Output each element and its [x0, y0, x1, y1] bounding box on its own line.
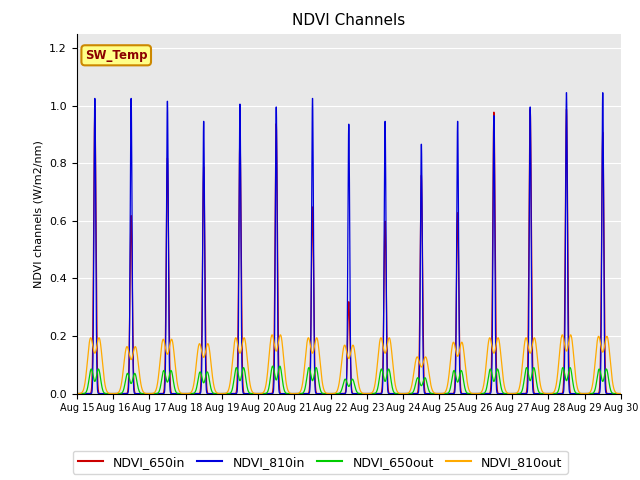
Legend: NDVI_650in, NDVI_810in, NDVI_650out, NDVI_810out: NDVI_650in, NDVI_810in, NDVI_650out, NDV…: [72, 451, 568, 474]
NDVI_650in: [617, 391, 625, 396]
Line: NDVI_810out: NDVI_810out: [77, 335, 621, 394]
NDVI_650in: [168, 390, 175, 396]
NDVI_650out: [327, 391, 335, 396]
NDVI_810in: [617, 391, 625, 396]
Line: NDVI_650out: NDVI_650out: [77, 366, 621, 394]
NDVI_810in: [607, 391, 614, 396]
NDVI_810out: [548, 391, 556, 396]
NDVI_650in: [91, 107, 99, 112]
NDVI_650in: [548, 391, 556, 396]
NDVI_650out: [548, 391, 556, 396]
NDVI_810out: [167, 337, 175, 343]
NDVI_810out: [268, 332, 276, 338]
NDVI_810in: [167, 391, 175, 396]
NDVI_650out: [269, 363, 276, 369]
Title: NDVI Channels: NDVI Channels: [292, 13, 405, 28]
Text: SW_Temp: SW_Temp: [85, 49, 147, 62]
NDVI_650in: [327, 391, 335, 396]
Line: NDVI_810in: NDVI_810in: [77, 93, 621, 394]
NDVI_810out: [282, 375, 289, 381]
NDVI_650out: [305, 365, 313, 371]
NDVI_810in: [563, 90, 570, 96]
NDVI_650in: [305, 388, 313, 394]
Y-axis label: NDVI channels (W/m2/nm): NDVI channels (W/m2/nm): [34, 140, 44, 288]
NDVI_650in: [73, 391, 81, 396]
NDVI_650out: [282, 390, 289, 396]
NDVI_810out: [399, 391, 407, 396]
NDVI_810out: [607, 360, 614, 366]
NDVI_810out: [135, 366, 143, 372]
NDVI_810in: [399, 391, 407, 396]
NDVI_650out: [617, 391, 625, 396]
NDVI_810in: [548, 391, 556, 396]
NDVI_810in: [135, 391, 143, 396]
NDVI_650out: [167, 368, 175, 373]
NDVI_650out: [607, 386, 614, 392]
NDVI_650in: [607, 391, 614, 396]
NDVI_810in: [305, 391, 313, 396]
NDVI_650out: [73, 391, 81, 396]
NDVI_810out: [617, 391, 625, 396]
NDVI_810out: [73, 391, 81, 396]
NDVI_650out: [135, 387, 143, 393]
NDVI_650in: [135, 391, 143, 396]
NDVI_650in: [282, 391, 289, 396]
NDVI_810out: [305, 336, 313, 342]
NDVI_810in: [73, 391, 81, 396]
NDVI_810in: [282, 391, 289, 396]
Line: NDVI_650in: NDVI_650in: [77, 109, 621, 394]
